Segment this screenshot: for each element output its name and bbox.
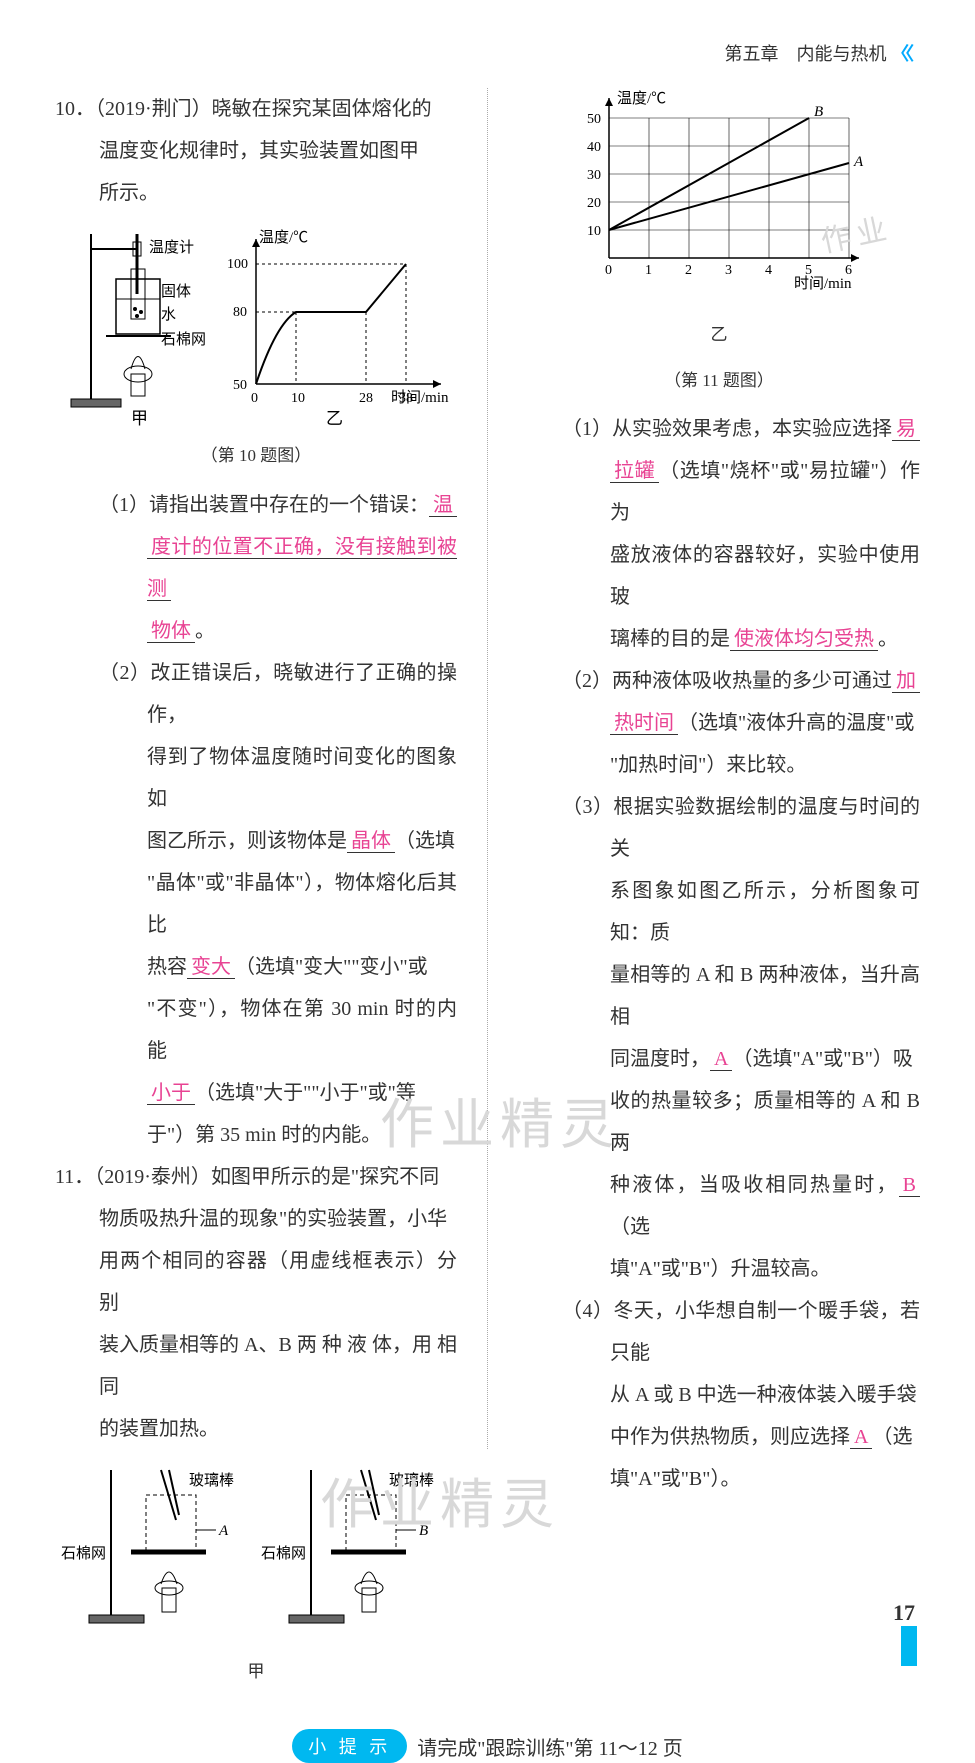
left-column: 10．（2019·荆门）晓敏在探究某固体熔化的 温度变化规律时，其实验装置如图甲…	[55, 88, 457, 1699]
svg-text:乙: 乙	[326, 409, 343, 428]
q10-p2-ans3: 小于	[147, 1082, 195, 1105]
svg-text:温度计: 温度计	[149, 239, 194, 256]
chapter-title: 内能与热机	[797, 44, 887, 64]
svg-text:温度/℃: 温度/℃	[617, 90, 666, 107]
q11-p1-ans2: 使液体均匀受热	[730, 628, 878, 651]
q11-number: 11．	[55, 1166, 94, 1188]
q10-p2-ans2: 变大	[187, 956, 235, 979]
svg-text:A: A	[218, 1523, 229, 1539]
q11-p1-ans1a: 易	[892, 418, 920, 441]
svg-text:38: 38	[399, 391, 413, 406]
svg-text:B: B	[814, 104, 823, 120]
chevron-icon: 〈〈	[891, 44, 910, 64]
q11-p3: （3）根据实验数据绘制的温度与时间的关	[610, 786, 920, 870]
apparatus-jia-icon: 温度计 固体 水 石棉网 甲	[61, 224, 211, 434]
svg-text:4: 4	[765, 263, 772, 278]
svg-text:40: 40	[587, 140, 601, 155]
svg-text:10: 10	[587, 224, 601, 239]
svg-text:A: A	[853, 154, 864, 170]
q10-p1-answer: 温	[429, 494, 457, 517]
content-columns: 10．（2019·荆门）晓敏在探究某固体熔化的 温度变化规律时，其实验装置如图甲…	[55, 88, 920, 1699]
q11-chart-wrap: 温度/℃ 1020 3040 50 0 12 34 56	[518, 88, 920, 398]
svg-text:80: 80	[233, 305, 247, 320]
svg-text:时间/min: 时间/min	[794, 275, 852, 292]
q10-source: （2019·荆门）	[95, 98, 212, 120]
svg-text:甲: 甲	[131, 409, 148, 428]
tip-text: 请完成"跟踪训练"第 11～12 页	[417, 1732, 683, 1761]
svg-text:20: 20	[587, 196, 601, 211]
q11-p3-ans1: A	[710, 1048, 732, 1071]
q11-p3-ans2: B	[899, 1174, 920, 1197]
q11-yi-label: 乙	[518, 317, 920, 353]
q10-chart: 温度/℃ 时间/min 50 80 100 0 10 28 38 乙	[221, 224, 451, 434]
tip-badge: 小 提 示	[292, 1729, 407, 1763]
q11-source: （2019·泰州）	[94, 1166, 211, 1188]
svg-text:28: 28	[359, 391, 373, 406]
svg-text:3: 3	[725, 263, 732, 278]
svg-text:水: 水	[161, 306, 176, 323]
q10-p1: （1）请指出装置中存在的一个错误：温	[147, 484, 457, 526]
page-header: 第五章 内能与热机 〈〈	[55, 40, 920, 66]
svg-text:玻璃棒: 玻璃棒	[189, 1472, 234, 1489]
right-column: 温度/℃ 1020 3040 50 0 12 34 56	[518, 88, 920, 1699]
q11-intro: 11．（2019·泰州）如图甲所示的是"探究不同	[103, 1156, 457, 1198]
q10-intro: 10．（2019·荆门）晓敏在探究某固体熔化的	[103, 88, 457, 130]
svg-text:玻璃棒: 玻璃棒	[389, 1472, 434, 1489]
q10-figure: 温度计 固体 水 石棉网 甲	[55, 224, 457, 434]
svg-text:1: 1	[645, 263, 652, 278]
q11-p1: （1）从实验效果考虑，本实验应选择易	[610, 408, 920, 450]
q11-p4: （4）冬天，小华想自制一个暖手袋，若只能	[610, 1290, 920, 1374]
q10-caption: （第 10 题图）	[55, 438, 457, 474]
svg-text:50: 50	[233, 378, 247, 393]
q11-p2: （2）两种液体吸收热量的多少可通过加	[610, 660, 920, 702]
chapter-label: 第五章	[725, 44, 779, 64]
svg-text:10: 10	[291, 391, 305, 406]
svg-text:0: 0	[605, 263, 612, 278]
svg-text:固体: 固体	[161, 283, 191, 300]
page-number: 17	[893, 1600, 915, 1626]
svg-text:0: 0	[251, 391, 258, 406]
svg-text:石棉网: 石棉网	[161, 331, 206, 348]
q10-p2: （2）改正错误后，晓敏进行了正确的操作，	[147, 652, 457, 736]
svg-text:温度/℃: 温度/℃	[259, 229, 308, 246]
column-divider	[487, 88, 488, 1449]
page-bar-icon	[901, 1626, 917, 1666]
svg-text:100: 100	[227, 257, 248, 272]
q11-p4-ans1: A	[850, 1426, 872, 1449]
q11-p2-ans1a: 加	[892, 670, 920, 693]
apparatus-b-icon: 玻璃棒 石棉网 B	[261, 1460, 451, 1650]
svg-text:B: B	[419, 1523, 428, 1539]
q11-jia-label: 甲	[55, 1654, 457, 1690]
svg-text:石棉网: 石棉网	[61, 1545, 106, 1562]
svg-text:2: 2	[685, 263, 692, 278]
svg-text:30: 30	[587, 168, 601, 183]
q11-figure-jia: 玻璃棒 石棉网 A 玻璃棒 石棉网 B	[55, 1460, 457, 1650]
svg-text:石棉网: 石棉网	[261, 1545, 306, 1562]
tip-row: 小 提 示 请完成"跟踪训练"第 11～12 页	[55, 1729, 920, 1763]
apparatus-a-icon: 玻璃棒 石棉网 A	[61, 1460, 251, 1650]
q10-p2-ans1: 晶体	[347, 830, 395, 853]
svg-text:50: 50	[587, 112, 601, 127]
q10-number: 10．	[55, 98, 95, 120]
q11-caption: （第 11 题图）	[518, 363, 920, 399]
q11-chart: 温度/℃ 1020 3040 50 0 12 34 56	[559, 88, 879, 298]
